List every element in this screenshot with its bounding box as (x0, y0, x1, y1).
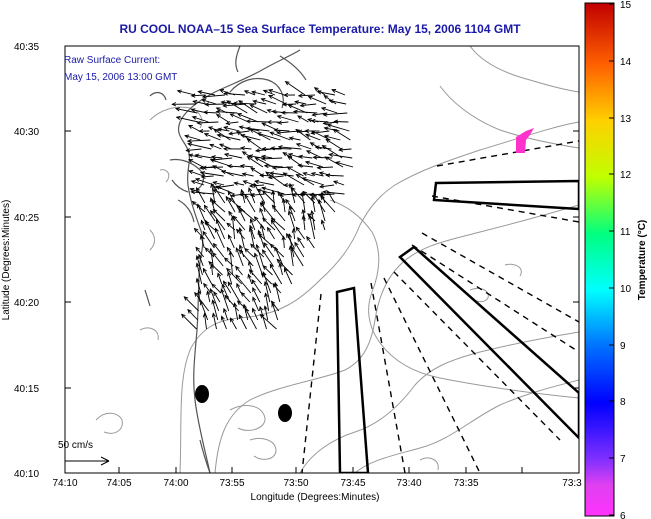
x-tick-label: 73:50 (283, 478, 308, 489)
map-title: RU COOL NOAA–15 Sea Surface Temperature:… (119, 22, 521, 36)
x-axis-label: Longitude (Degrees:Minutes) (251, 492, 380, 503)
temperature-colorbar (584, 2, 615, 517)
y-tick-labels: 40:35 40:30 40:25 40:20 40:15 40:10 (14, 42, 39, 480)
x-tick-label: 73:3 (562, 478, 582, 489)
plot-frame (64, 45, 580, 474)
colorbar-label: 9 (620, 341, 626, 352)
x-tick-label: 74:10 (52, 478, 77, 489)
y-tick-label: 40:30 (14, 127, 39, 138)
x-tick-label: 73:55 (219, 478, 244, 489)
y-tick-label: 40:15 (14, 384, 39, 395)
colorbar-label: 12 (620, 170, 632, 181)
colorbar-label: 10 (620, 284, 632, 295)
y-tick-label: 40:20 (14, 298, 39, 309)
coastline (144, 46, 307, 473)
axis-ticks (64, 45, 579, 474)
colorbar-label: 7 (620, 454, 626, 465)
colorbar-label: 15 (620, 0, 632, 11)
colorbar-label: 13 (620, 114, 632, 125)
y-axis-label: Latitude (Degrees:Minutes) (1, 200, 12, 321)
x-tick-labels: 74:10 74:05 74:00 73:55 73:50 73:45 73:4… (52, 478, 582, 489)
colorbar-title: Temperature (°C) (637, 220, 648, 301)
colorbar-label: 8 (620, 397, 626, 408)
surface-current-vectors (171, 80, 354, 330)
buoy-marker-2[interactable] (278, 404, 292, 422)
y-tick-label: 40:10 (14, 469, 39, 480)
x-tick-label: 73:45 (340, 478, 365, 489)
scale-label: 50 cm/s (58, 440, 93, 451)
y-tick-label: 40:35 (14, 42, 39, 53)
buoy-marker-1[interactable] (195, 385, 209, 403)
sst-warm-patch (516, 128, 534, 153)
plot-area (65, 46, 579, 473)
colorbar-labels: 15 14 13 12 11 10 9 8 7 6 (620, 0, 632, 519)
x-tick-label: 74:05 (106, 478, 131, 489)
colorbar-label: 6 (620, 511, 626, 519)
x-tick-label: 73:35 (453, 478, 478, 489)
scale-arrow (65, 456, 110, 466)
colorbar-ticks (609, 3, 614, 516)
colorbar-label: 11 (620, 227, 631, 238)
x-tick-label: 74:00 (163, 478, 188, 489)
sampling-boxes (335, 179, 579, 473)
current-time: May 15, 2006 13:00 GMT (64, 72, 177, 83)
x-tick-label: 73:40 (396, 478, 421, 489)
current-label: Raw Surface Current: (64, 55, 160, 66)
colorbar-label: 14 (620, 57, 632, 68)
y-tick-label: 40:25 (14, 213, 39, 224)
